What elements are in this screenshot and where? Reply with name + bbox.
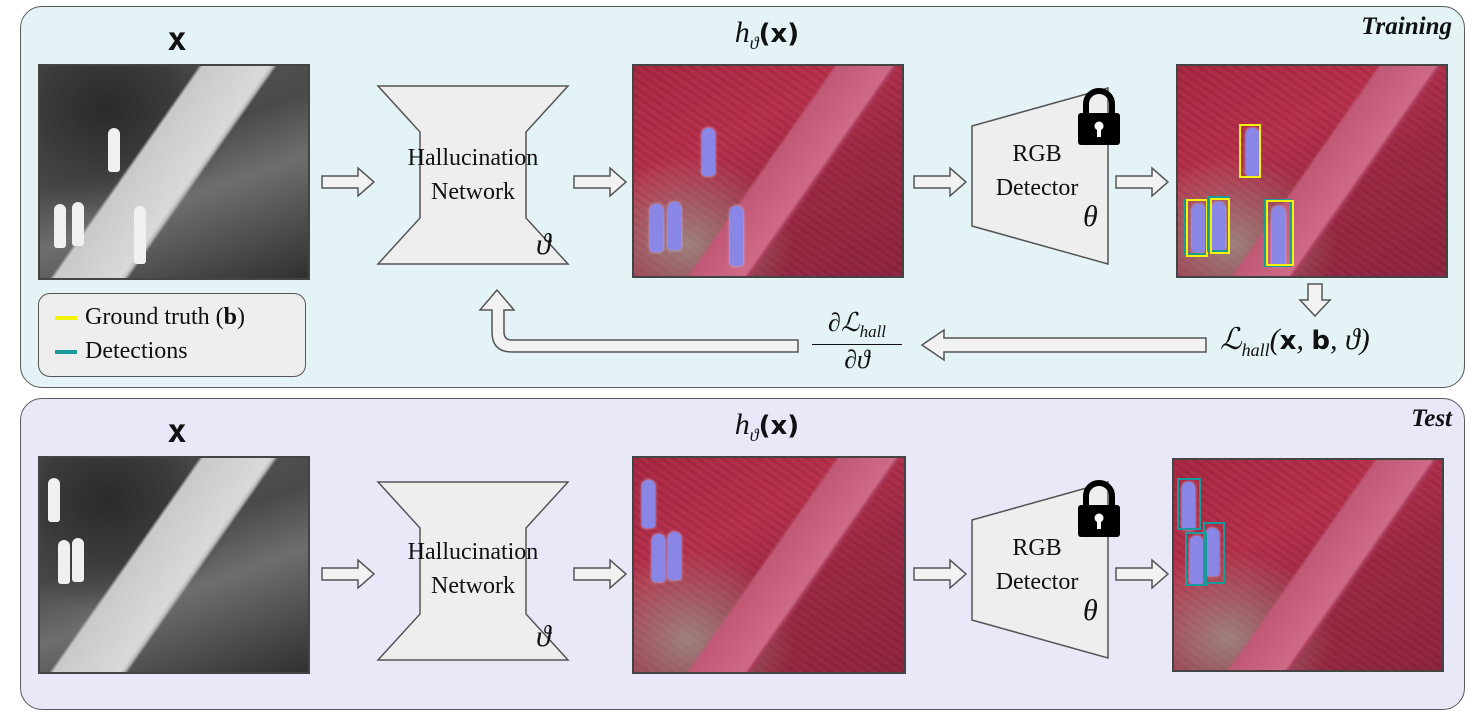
ground-truth-box: [1210, 198, 1230, 254]
gradient-fraction: ∂ℒhall ∂ϑ: [812, 308, 902, 375]
pedestrian: [48, 478, 60, 522]
hollow-arrow-icon: [321, 558, 1170, 590]
test-network-label: Hallucination Network: [376, 535, 570, 603]
training-network-line2: Network: [431, 179, 515, 205]
training-network-line1: Hallucination: [407, 145, 539, 171]
pedestrian: [730, 206, 743, 266]
detection-box: [1185, 532, 1207, 586]
test-output-label: hϑ(x): [692, 408, 842, 446]
output-h: h: [734, 16, 750, 49]
grad-num-sub: hall: [859, 322, 887, 342]
pedestrian: [1246, 128, 1259, 176]
pedestrian: [1212, 202, 1225, 250]
training-network-label: Hallucination Network: [376, 141, 570, 209]
pedestrian: [54, 204, 66, 248]
pedestrian: [1206, 528, 1219, 576]
legend-ground-truth-bold: b: [223, 304, 238, 330]
pedestrian: [72, 538, 84, 582]
test-output-arg: (x): [758, 411, 800, 441]
training-detector-line2: Detector: [995, 175, 1079, 201]
legend: Ground truth (b) Detections: [38, 293, 306, 377]
loss-label: ℒhall(x, b, ϑ): [1220, 323, 1370, 360]
pedestrian: [668, 532, 681, 580]
training-network-param: ϑ: [536, 228, 551, 261]
detections-swatch: [55, 350, 77, 355]
output-arg: (x): [758, 19, 800, 49]
hollow-arrow-icon: [321, 166, 1332, 362]
ground-truth-swatch: [55, 316, 77, 321]
pedestrian: [1272, 206, 1285, 266]
training-thermal-image: [38, 64, 310, 280]
legend-detections-text: Detections: [85, 338, 188, 364]
test-thermal-image: [38, 456, 310, 674]
lock-icon: [1078, 88, 1120, 145]
test-hallucination-network-shape: [376, 481, 570, 661]
training-detection-image: [1176, 64, 1448, 278]
legend-detections: Detections: [55, 338, 188, 365]
pedestrian: [702, 128, 715, 176]
pedestrian: [58, 540, 70, 584]
legend-ground-truth-close: ): [237, 304, 246, 330]
loss-symbol: ℒ: [1220, 323, 1242, 356]
training-detector-label: RGB Detector: [975, 137, 1099, 205]
legend-ground-truth-text: Ground truth (: [85, 304, 224, 330]
lock-icon: [1078, 480, 1120, 537]
training-hallucination-network-shape: [376, 85, 570, 265]
pedestrian: [134, 206, 146, 264]
training-output-label: hϑ(x): [692, 16, 842, 54]
training-detector-line1: RGB: [1012, 141, 1062, 167]
gradient-numerator: ∂ℒhall: [812, 308, 902, 346]
test-detector-label: RGB Detector: [975, 531, 1099, 599]
detection-box: [1203, 522, 1225, 584]
test-rgb-detector-shape: [971, 481, 1109, 659]
training-rgb-detector-shape: [971, 87, 1109, 265]
detection-box: [1177, 478, 1201, 530]
pedestrian: [108, 128, 120, 172]
test-hallucinated-image: [632, 456, 906, 674]
loss-sub: hall: [1241, 340, 1270, 360]
test-network-param: ϑ: [536, 620, 551, 653]
loss-close: ): [1359, 323, 1370, 356]
test-detector-param: θ: [1083, 594, 1098, 627]
pedestrian: [642, 480, 655, 528]
pedestrian: [650, 204, 663, 252]
test-network-line2: Network: [431, 573, 515, 599]
test-title: Test: [1411, 405, 1452, 432]
pedestrian: [1182, 482, 1195, 530]
test-arrows: [321, 558, 1170, 590]
training-title: Training: [1361, 13, 1452, 40]
test-network-line1: Hallucination: [407, 539, 539, 565]
training-detector-param: θ: [1083, 200, 1098, 233]
grad-num: ∂ℒ: [827, 308, 860, 337]
loss-theta: ϑ: [1345, 323, 1360, 356]
pedestrian: [1192, 204, 1205, 252]
loss-b: b: [1311, 326, 1331, 356]
ground-truth-box: [1239, 124, 1261, 178]
test-output-sub: ϑ: [749, 425, 759, 445]
output-sub: ϑ: [749, 33, 759, 53]
training-input-label: x: [167, 20, 187, 58]
test-output-h: h: [734, 408, 750, 441]
pedestrian: [1190, 536, 1203, 584]
training-hallucinated-image: [632, 64, 904, 278]
test-detector-line2: Detector: [995, 569, 1079, 595]
gradient-denominator: ∂ϑ: [844, 345, 870, 375]
loss-x: x: [1279, 326, 1297, 356]
pedestrian: [668, 202, 681, 250]
loss-open: (: [1269, 323, 1280, 356]
test-input-label: x: [167, 412, 187, 450]
pedestrian: [72, 202, 84, 246]
test-detector-line1: RGB: [1012, 535, 1062, 561]
legend-ground-truth: Ground truth (b): [55, 304, 245, 331]
ground-truth-box: [1266, 200, 1294, 266]
training-arrows: [321, 166, 1332, 362]
test-detection-image: [1172, 458, 1444, 672]
pedestrian: [652, 534, 665, 582]
